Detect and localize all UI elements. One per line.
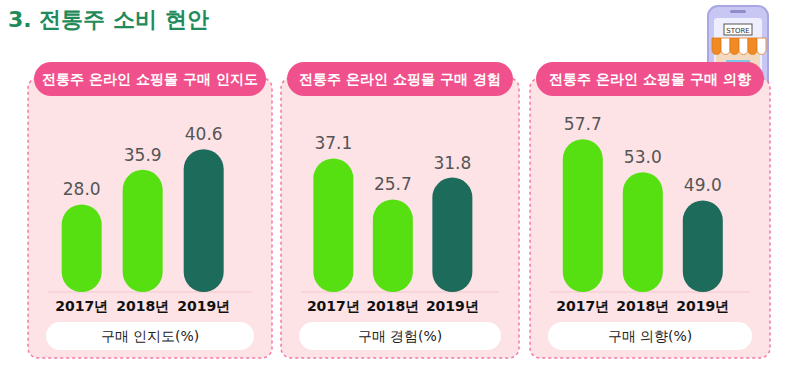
store-sign (724, 24, 752, 35)
page-title: 3. 전통주 소비 현안 (8, 7, 209, 32)
data-label: 40.6 (185, 124, 223, 144)
x-tick-label: 2019년 (426, 298, 479, 314)
store-sign-text: STORE (726, 27, 750, 35)
chart-title: 전통주 온라인 쇼핑몰 구매 인지도 (42, 71, 258, 87)
data-label: 35.9 (124, 145, 162, 165)
data-label: 53.0 (624, 147, 662, 167)
awning-stripe (739, 38, 748, 55)
bar (432, 178, 472, 292)
bar (373, 199, 413, 292)
stage: 3. 전통주 소비 현안STORE전통주 온라인 쇼핑몰 구매 인지도28.02… (0, 0, 800, 368)
data-label: 25.7 (374, 174, 412, 194)
awning-stripe (721, 38, 730, 55)
bar (123, 170, 163, 292)
chart-panel: 전통주 온라인 쇼핑몰 구매 인지도 28.0 2017년 35.9 2018년 40.6… (28, 62, 272, 358)
panel-background (530, 78, 770, 358)
labels: 37.1 2017년 25.7 2018년 31.8 2019년 (307, 133, 479, 314)
chart-title: 전통주 온라인 쇼핑몰 구매 경험 (299, 71, 501, 87)
panel-background (281, 78, 519, 358)
data-label: 37.1 (314, 133, 352, 153)
x-axis-label: 구매 인지도(%) (101, 328, 200, 344)
labels: 28.0 2017년 35.9 2018년 40.6 2019년 (55, 124, 230, 314)
phone-speaker (730, 10, 746, 13)
x-tick-label: 2018년 (116, 298, 169, 314)
x-tick-label: 2017년 (556, 298, 609, 314)
bars (313, 158, 472, 292)
data-label: 49.0 (684, 175, 722, 195)
x-label-pill (46, 322, 254, 350)
data-label: 31.8 (433, 153, 471, 173)
bar (623, 172, 663, 292)
title-tab (34, 62, 266, 96)
awning-stripe (748, 38, 757, 55)
panel-background (28, 78, 272, 358)
x-tick-label: 2017년 (307, 298, 360, 314)
awning-stripe (757, 38, 766, 55)
data-label: 57.7 (564, 114, 602, 134)
chart-panel: 전통주 온라인 쇼핑몰 구매 경험 37.1 2017년 25.7 2018년 31.8 2… (281, 62, 519, 358)
chart-panel: 전통주 온라인 쇼핑몰 구매 의향 57.7 2017년 53.0 2018년 49.0 2… (530, 62, 770, 358)
bar (313, 158, 353, 292)
data-label: 28.0 (63, 179, 101, 199)
bar (563, 139, 603, 292)
bars (62, 149, 224, 292)
x-axis-label: 구매 의향(%) (608, 328, 693, 344)
bar (184, 149, 224, 292)
title-tab (287, 62, 513, 96)
x-tick-label: 2019년 (177, 298, 230, 314)
awning-stripe (730, 38, 739, 55)
bar (62, 204, 102, 292)
x-tick-label: 2018년 (616, 298, 669, 314)
x-axis-label: 구매 경험(%) (358, 328, 443, 344)
x-label-pill (299, 322, 501, 350)
awning-stripe (712, 38, 721, 55)
x-tick-label: 2019년 (676, 298, 729, 314)
title-tab (536, 62, 764, 96)
chart-title: 전통주 온라인 쇼핑몰 구매 의향 (549, 71, 751, 87)
bars (563, 139, 723, 292)
x-label-pill (548, 322, 752, 350)
labels: 57.7 2017년 53.0 2018년 49.0 2019년 (556, 114, 729, 314)
x-tick-label: 2017년 (55, 298, 108, 314)
bar (683, 200, 723, 292)
x-tick-label: 2018년 (366, 298, 419, 314)
